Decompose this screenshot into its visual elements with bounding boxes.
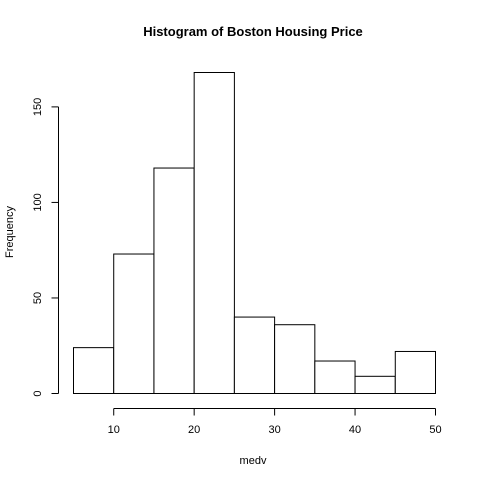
histogram-bar-5 bbox=[233, 316, 276, 395]
x-tick-label-40: 40 bbox=[349, 424, 361, 436]
chart-title: Histogram of Boston Housing Price bbox=[143, 24, 363, 39]
histogram-bar-4 bbox=[193, 72, 235, 394]
x-tick-label-30: 30 bbox=[268, 424, 280, 436]
histogram-bar-3 bbox=[153, 167, 195, 394]
y-tick-label-100: 100 bbox=[32, 193, 44, 211]
y-axis-label: Frequency bbox=[4, 206, 16, 258]
x-axis-label: medv bbox=[240, 455, 267, 467]
histogram-bar-7 bbox=[314, 360, 356, 394]
histogram-bar-8 bbox=[354, 375, 396, 394]
x-tick-label-10: 10 bbox=[108, 424, 120, 436]
y-tick-label-50: 50 bbox=[32, 292, 44, 304]
histogram-bar-6 bbox=[274, 324, 316, 395]
x-tick-label-20: 20 bbox=[188, 424, 200, 436]
y-axis: 0 50 100 150 bbox=[32, 98, 59, 397]
y-tick-label-150: 150 bbox=[32, 98, 44, 116]
bars-group bbox=[73, 72, 436, 395]
x-tick-label-50: 50 bbox=[429, 424, 441, 436]
x-axis: 10 20 30 40 50 bbox=[108, 408, 442, 436]
y-tick-label-0: 0 bbox=[32, 390, 44, 396]
histogram-bar-1 bbox=[73, 347, 115, 394]
histogram-bar-9 bbox=[394, 350, 436, 395]
histogram-bar-2 bbox=[113, 253, 155, 394]
